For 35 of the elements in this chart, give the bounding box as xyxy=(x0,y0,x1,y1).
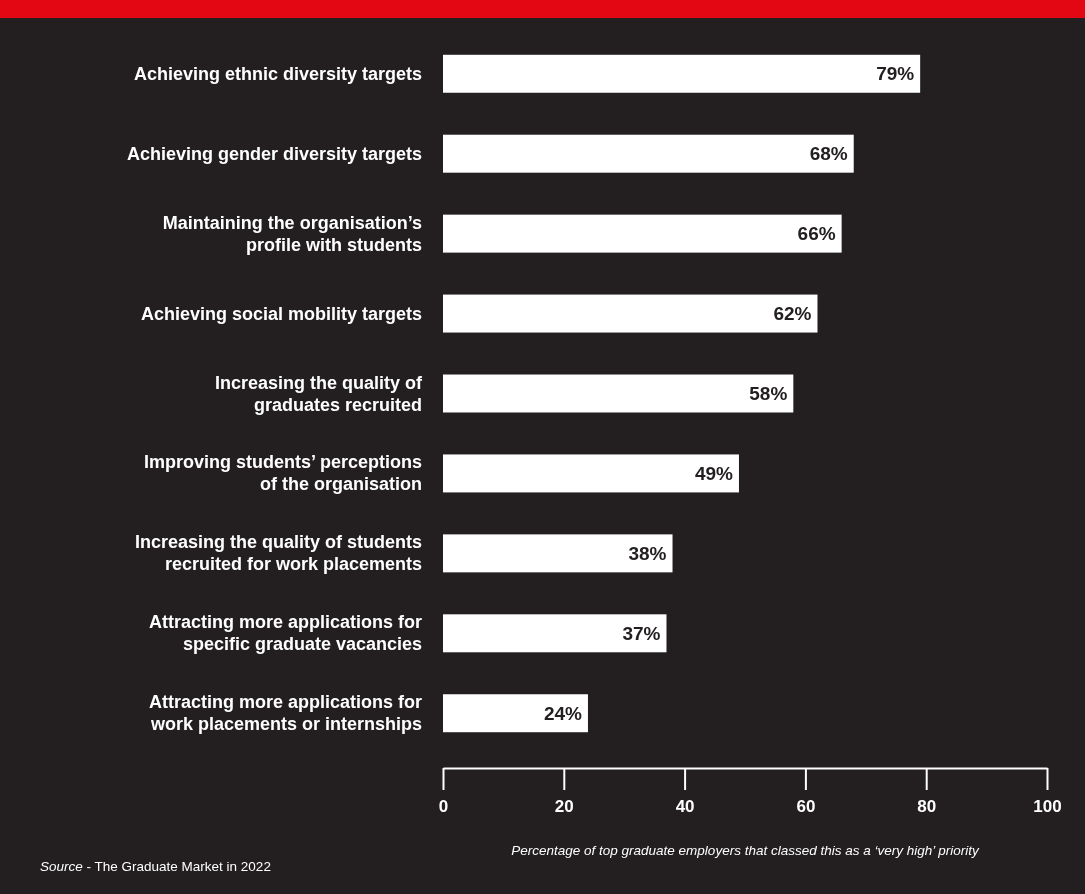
bar xyxy=(443,54,921,93)
x-tick-label: 40 xyxy=(675,797,695,817)
x-axis-title: Percentage of top graduate employers that classed this as a ‘very high’ priority xyxy=(511,842,980,858)
x-tick-label: 100 xyxy=(1033,797,1062,817)
data-label: 62% xyxy=(773,303,812,325)
bar xyxy=(443,534,673,573)
bar xyxy=(443,214,842,253)
data-label: 24% xyxy=(543,702,583,724)
y-tick-label: Achieving gender diversity targets xyxy=(126,143,422,164)
data-label: 79% xyxy=(876,63,915,85)
data-label: 66% xyxy=(797,223,836,245)
y-tick-label: Achieving ethnic diversity targets xyxy=(133,63,422,84)
bar xyxy=(443,294,818,333)
data-label: 68% xyxy=(809,143,848,165)
data-label: 58% xyxy=(749,383,788,404)
bar xyxy=(443,694,588,733)
source-note: Source - The Graduate Market in 2022 xyxy=(40,858,271,874)
y-tick-label: Achieving social mobility targets xyxy=(140,303,422,324)
y-tick-label: Increasing the quality of graduates recruited xyxy=(214,372,423,415)
data-label: 38% xyxy=(628,542,667,564)
y-tick-label: Improving students’ perceptions of the organisation xyxy=(143,452,422,495)
bar xyxy=(443,614,667,653)
y-tick-label: Increasing the quality of students recruited for work placements xyxy=(134,532,422,575)
y-tick-label: Attracting more applications for specific graduate vacancies xyxy=(148,612,422,655)
y-tick-label: Maintaining the organisation’s profile with students xyxy=(162,212,422,255)
x-tick-label: 60 xyxy=(796,797,816,817)
x-tick-label: 20 xyxy=(554,797,574,817)
y-tick-label: Attracting more applications for work placements or internships xyxy=(148,692,422,735)
x-tick-label: 0 xyxy=(438,797,449,817)
bar xyxy=(443,454,739,493)
data-label: 49% xyxy=(694,462,734,484)
bar xyxy=(443,374,794,413)
bar xyxy=(443,134,854,173)
data-label: 37% xyxy=(622,622,661,644)
x-tick-label: 80 xyxy=(917,797,937,817)
